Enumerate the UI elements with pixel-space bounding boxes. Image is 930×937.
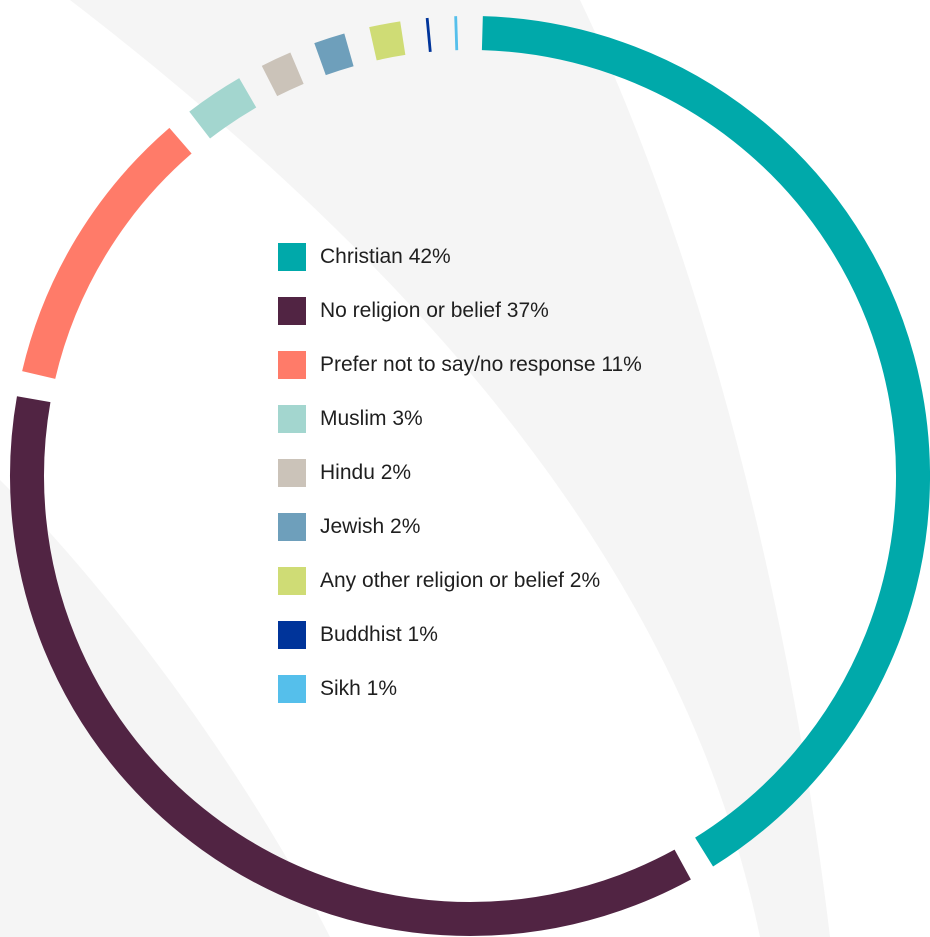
legend-swatch-christian xyxy=(278,243,306,271)
legend-item-muslim: Muslim 3% xyxy=(278,405,642,433)
legend-label-prefer-not-to-say: Prefer not to say/no response 11% xyxy=(320,353,642,376)
legend-swatch-hindu xyxy=(278,459,306,487)
legend-swatch-jewish xyxy=(278,513,306,541)
legend-item-hindu: Hindu 2% xyxy=(278,459,642,487)
legend-item-prefer-not-to-say: Prefer not to say/no response 11% xyxy=(278,351,642,379)
background-swoosh-left xyxy=(0,480,330,937)
donut-slice-christian xyxy=(481,16,930,867)
legend-item-christian: Christian 42% xyxy=(278,243,642,271)
background-swoosh-right xyxy=(70,0,830,937)
donut-slice-muslim xyxy=(189,78,257,139)
legend-label-hindu: Hindu 2% xyxy=(320,461,412,484)
legend-swatch-buddhist xyxy=(278,621,306,649)
legend-swatch-sikh xyxy=(278,675,306,703)
donut-slice-any-other-religion-or-belief xyxy=(369,21,406,61)
legend-swatch-other-religion xyxy=(278,567,306,595)
legend-label-buddhist: Buddhist 1% xyxy=(320,623,438,646)
legend-swatch-prefer-not-to-say xyxy=(278,351,306,379)
legend-item-no-religion: No religion or belief 37% xyxy=(278,297,642,325)
donut-slice-jewish xyxy=(314,33,354,76)
chart-legend: Christian 42% No religion or belief 37% … xyxy=(278,243,642,729)
legend-swatch-muslim xyxy=(278,405,306,433)
donut-slice-prefer-not-to-say-no-response xyxy=(22,127,192,379)
legend-label-sikh: Sikh 1% xyxy=(320,677,398,700)
legend-swatch-no-religion xyxy=(278,297,306,325)
legend-label-muslim: Muslim 3% xyxy=(320,407,423,430)
donut-slice-hindu xyxy=(261,52,304,97)
legend-item-buddhist: Buddhist 1% xyxy=(278,621,642,649)
legend-label-christian: Christian 42% xyxy=(320,245,451,268)
legend-label-jewish: Jewish 2% xyxy=(320,515,421,538)
legend-label-no-religion: No religion or belief 37% xyxy=(320,299,549,322)
legend-item-sikh: Sikh 1% xyxy=(278,675,642,703)
legend-label-other-religion: Any other religion or belief 2% xyxy=(320,569,601,592)
legend-item-jewish: Jewish 2% xyxy=(278,513,642,541)
donut-slice-no-religion-or-belief xyxy=(10,396,691,936)
legend-item-other-religion: Any other religion or belief 2% xyxy=(278,567,642,595)
